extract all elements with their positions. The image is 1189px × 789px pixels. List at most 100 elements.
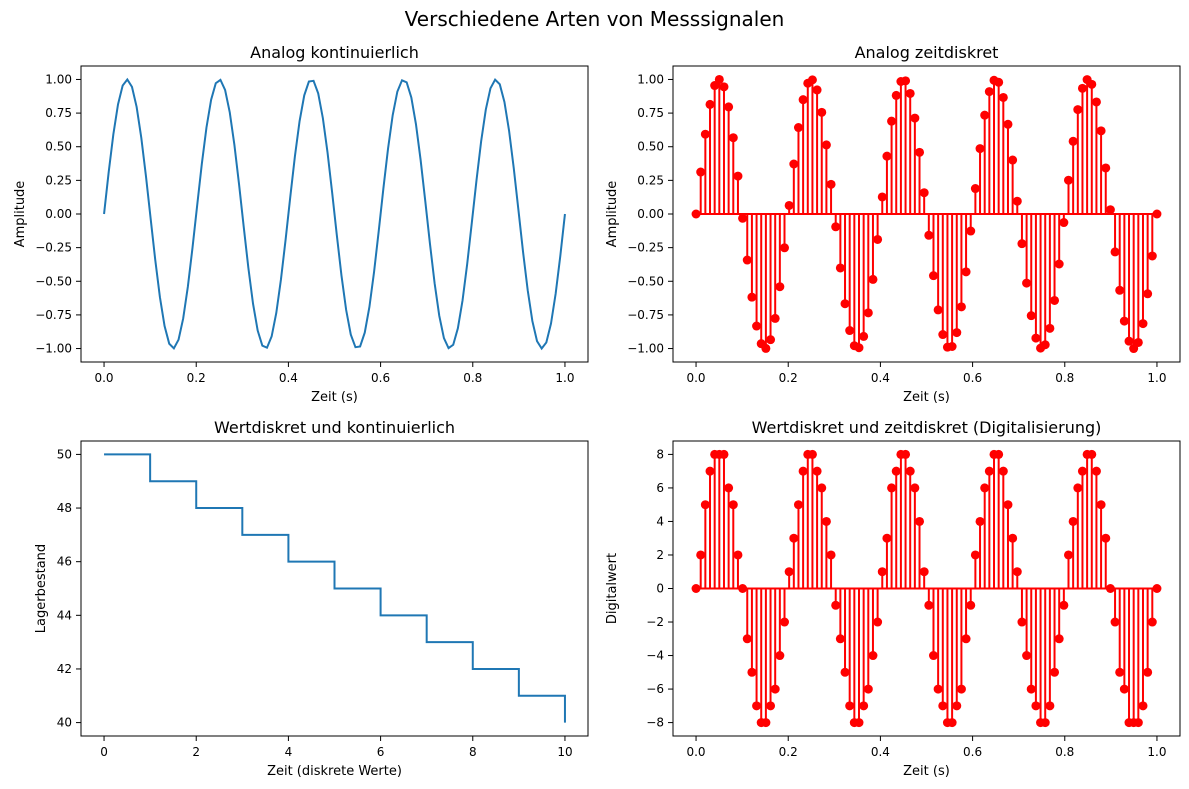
data-point xyxy=(1105,584,1115,593)
data-point xyxy=(1124,336,1134,346)
data-point xyxy=(956,302,966,312)
data-point xyxy=(696,167,706,177)
data-point xyxy=(1138,319,1148,329)
data-point xyxy=(812,85,822,95)
data-point xyxy=(1073,483,1083,493)
data-point xyxy=(1031,333,1041,343)
data-point xyxy=(1133,337,1143,347)
data-point xyxy=(793,123,803,133)
data-point xyxy=(705,466,715,476)
data-point xyxy=(1073,105,1083,115)
x-tick-label: 0.0 xyxy=(94,371,113,385)
x-axis-ticks: 0 2 4 6 8 10 xyxy=(100,736,573,759)
data-point xyxy=(742,634,752,644)
data-point xyxy=(696,550,706,560)
data-point xyxy=(970,550,980,560)
x-axis-ticks: 0.0 0.2 0.4 0.6 0.8 1.0 xyxy=(686,362,1167,385)
data-point xyxy=(831,222,841,232)
y-tick-label: 44 xyxy=(57,608,72,622)
data-point xyxy=(700,129,710,139)
data-point xyxy=(719,449,729,459)
data-point xyxy=(1119,316,1129,326)
data-point xyxy=(719,82,729,92)
data-point xyxy=(998,466,1008,476)
stem-lines xyxy=(699,454,1154,723)
data-point xyxy=(994,449,1004,459)
data-point xyxy=(1054,634,1064,644)
series-line xyxy=(103,77,566,351)
data-point xyxy=(933,684,943,694)
x-tick-label: 0.4 xyxy=(279,371,298,385)
data-point xyxy=(1045,323,1055,333)
figure-suptitle: Verschiedene Arten von Messsignalen xyxy=(405,7,785,31)
data-point xyxy=(854,343,864,353)
data-point xyxy=(793,500,803,510)
data-point xyxy=(780,243,790,253)
data-point xyxy=(831,600,841,610)
data-point xyxy=(1115,285,1125,295)
x-tick-label: 0.6 xyxy=(371,371,390,385)
data-point xyxy=(970,184,980,194)
data-point xyxy=(807,75,817,85)
data-point xyxy=(752,321,762,331)
data-point xyxy=(905,466,915,476)
data-point xyxy=(1101,163,1111,173)
y-tick-label: −4 xyxy=(646,649,664,663)
x-axis-label: Zeit (diskrete Werte) xyxy=(267,764,402,779)
x-axis-label: Zeit (s) xyxy=(903,764,950,779)
y-tick-label: 0.00 xyxy=(637,207,664,221)
y-axis-ticks: 40 42 44 46 48 50 xyxy=(57,447,81,730)
data-point xyxy=(752,701,762,711)
data-point xyxy=(747,292,757,302)
x-tick-label: 0.8 xyxy=(1055,371,1074,385)
data-point xyxy=(1152,584,1162,593)
data-point xyxy=(1101,533,1111,543)
data-point xyxy=(766,335,776,345)
data-point xyxy=(761,718,771,728)
plot-area xyxy=(691,449,1162,728)
data-point xyxy=(691,584,701,593)
axes-frame xyxy=(80,440,589,737)
data-point xyxy=(1008,533,1018,543)
data-point xyxy=(984,466,994,476)
data-point xyxy=(873,234,883,244)
data-point xyxy=(1105,205,1115,215)
data-point xyxy=(1017,239,1027,249)
y-axis-label: Amplitude xyxy=(13,181,28,248)
data-point xyxy=(1068,516,1078,526)
data-point xyxy=(915,516,925,526)
data-point xyxy=(975,144,985,154)
x-axis-ticks: 0.0 0.2 0.4 0.6 0.8 1.0 xyxy=(94,362,575,385)
y-tick-label: 0.50 xyxy=(637,140,664,154)
data-point xyxy=(854,718,864,728)
data-point xyxy=(1026,684,1036,694)
series-step-line xyxy=(104,453,566,723)
data-point xyxy=(728,500,738,510)
data-point xyxy=(1003,119,1013,129)
data-point xyxy=(691,209,701,219)
data-point xyxy=(1012,567,1022,577)
x-tick-label: 0.2 xyxy=(779,371,798,385)
x-axis-ticks: 0.0 0.2 0.4 0.6 0.8 1.0 xyxy=(686,736,1167,759)
x-tick-label: 0.6 xyxy=(963,745,982,759)
data-point xyxy=(947,342,957,352)
data-point xyxy=(733,550,743,560)
data-point xyxy=(700,500,710,510)
data-point xyxy=(1040,340,1050,350)
y-tick-label: −6 xyxy=(646,682,664,696)
data-point xyxy=(1077,466,1087,476)
data-point xyxy=(1119,684,1129,694)
x-tick-label: 0.2 xyxy=(779,745,798,759)
data-point xyxy=(915,147,925,157)
data-point xyxy=(821,140,831,150)
data-point xyxy=(826,179,836,189)
data-point xyxy=(1026,311,1036,321)
chart-title: Wertdiskret und zeitdiskret (Digitalisie… xyxy=(752,418,1102,437)
data-point xyxy=(1017,617,1027,627)
data-point xyxy=(877,192,887,202)
y-tick-label: 0.50 xyxy=(45,140,72,154)
data-point xyxy=(1022,278,1032,288)
x-tick-label: 1.0 xyxy=(1147,371,1166,385)
y-axis-label: Amplitude xyxy=(605,181,620,248)
